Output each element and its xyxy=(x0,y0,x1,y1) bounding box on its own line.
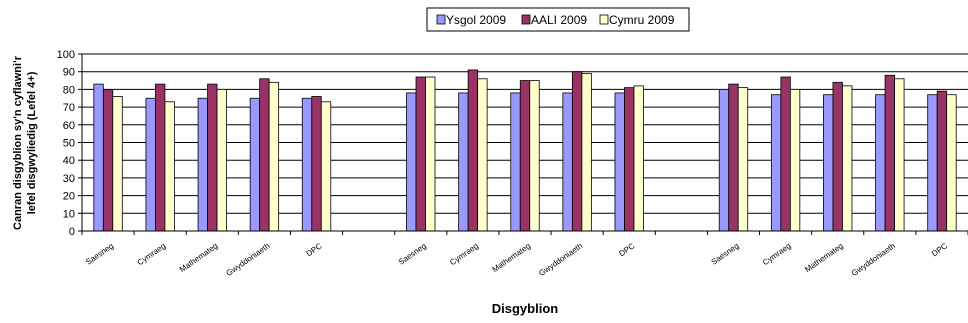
bar xyxy=(311,96,322,232)
bar xyxy=(780,76,791,232)
bar xyxy=(301,97,313,232)
bar xyxy=(614,92,625,232)
bar xyxy=(467,69,479,232)
bar xyxy=(320,101,332,232)
bar xyxy=(633,85,644,232)
legend-entry: Cymru 2009 xyxy=(609,13,675,27)
x-category-label: Mathemateg xyxy=(178,241,220,274)
x-category-label: Saesneg xyxy=(84,241,115,266)
x-category-label: DPC xyxy=(617,241,636,258)
x-category-labels: Saesneg Cymraeg Mathemateg Gwyddoniaeth DPC S… xyxy=(84,241,949,278)
bar xyxy=(789,89,801,232)
x-category-label: DPC xyxy=(305,241,324,258)
x-category-label: Cymraeg xyxy=(136,241,168,267)
x-category-label: Mathemateg xyxy=(491,241,533,274)
legend-box xyxy=(426,7,690,32)
bar xyxy=(718,89,730,232)
bar xyxy=(249,97,261,232)
x-category-label: Saesneg xyxy=(397,241,428,266)
bar xyxy=(728,83,739,232)
axes xyxy=(78,53,968,235)
bar xyxy=(624,87,635,232)
legend-swatch xyxy=(436,14,446,25)
x-category-label: DPC xyxy=(930,241,949,258)
y-tick-label: 0 xyxy=(69,226,75,238)
bar xyxy=(415,76,426,232)
y-tick-label: 60 xyxy=(63,120,75,132)
bar xyxy=(875,94,886,232)
y-axis-title: Canran disgyblion sy'n cyflawni'r lefel d… xyxy=(12,55,38,230)
x-category-label: Cymraeg xyxy=(448,241,480,267)
bar xyxy=(155,83,166,232)
y-axis-title-line: Canran disgyblion sy'n cyflawni'r xyxy=(12,55,24,230)
y-tick-label: 90 xyxy=(63,67,75,79)
y-tick-label: 20 xyxy=(63,191,75,203)
bar xyxy=(197,97,208,232)
bar xyxy=(581,73,592,232)
bar xyxy=(259,78,270,232)
bar xyxy=(737,87,749,232)
bar xyxy=(884,74,895,232)
bar xyxy=(145,97,156,232)
legend: Ysgol 2009 AALI 2009 Cymru 2009 xyxy=(426,7,690,32)
y-tick-label: 80 xyxy=(63,84,75,96)
bars xyxy=(93,69,957,232)
bar xyxy=(770,94,782,232)
y-tick-labels: 0 10 20 30 40 50 60 70 80 90 100 xyxy=(57,49,75,238)
bar xyxy=(207,83,218,232)
bar xyxy=(519,80,531,232)
x-category-label: Mathemateg xyxy=(803,241,845,274)
bar xyxy=(268,81,280,232)
bar xyxy=(571,71,583,232)
bar xyxy=(406,92,417,232)
x-category-label: Gwyddoniaeth xyxy=(850,241,897,278)
bar xyxy=(946,94,957,232)
bar xyxy=(164,101,175,232)
x-category-label: Saesneg xyxy=(710,241,741,266)
bar xyxy=(936,90,948,232)
bar xyxy=(477,78,488,232)
bar xyxy=(112,96,123,232)
bar xyxy=(832,81,843,232)
bar xyxy=(562,92,573,232)
bar xyxy=(842,85,853,232)
legend-swatch xyxy=(521,14,531,25)
bar xyxy=(927,94,938,232)
y-axis-title-line: lefel disgwyliedig (Lefel 4+) xyxy=(26,71,38,214)
y-tick-label: 10 xyxy=(63,208,75,220)
y-tick-label: 70 xyxy=(63,102,75,114)
legend-entry: AALI 2009 xyxy=(531,13,587,27)
x-category-label: Gwyddoniaeth xyxy=(224,241,271,278)
legend-swatch xyxy=(599,14,609,25)
bar xyxy=(458,92,469,232)
y-tick-label: 100 xyxy=(57,49,75,61)
x-category-label: Gwyddoniaeth xyxy=(537,241,584,278)
legend-entry: Ysgol 2009 xyxy=(446,13,506,27)
bar xyxy=(529,80,540,232)
bar xyxy=(894,78,905,232)
bar xyxy=(510,92,521,232)
x-category-label: Cymraeg xyxy=(761,241,793,267)
bar xyxy=(216,89,227,232)
bar xyxy=(823,94,834,232)
y-tick-label: 40 xyxy=(63,155,75,167)
bar xyxy=(93,83,104,232)
y-tick-label: 30 xyxy=(63,173,75,185)
y-tick-label: 50 xyxy=(63,138,75,150)
bar xyxy=(425,76,436,232)
bar xyxy=(102,89,114,232)
x-axis-title: Disgyblion xyxy=(492,301,559,316)
